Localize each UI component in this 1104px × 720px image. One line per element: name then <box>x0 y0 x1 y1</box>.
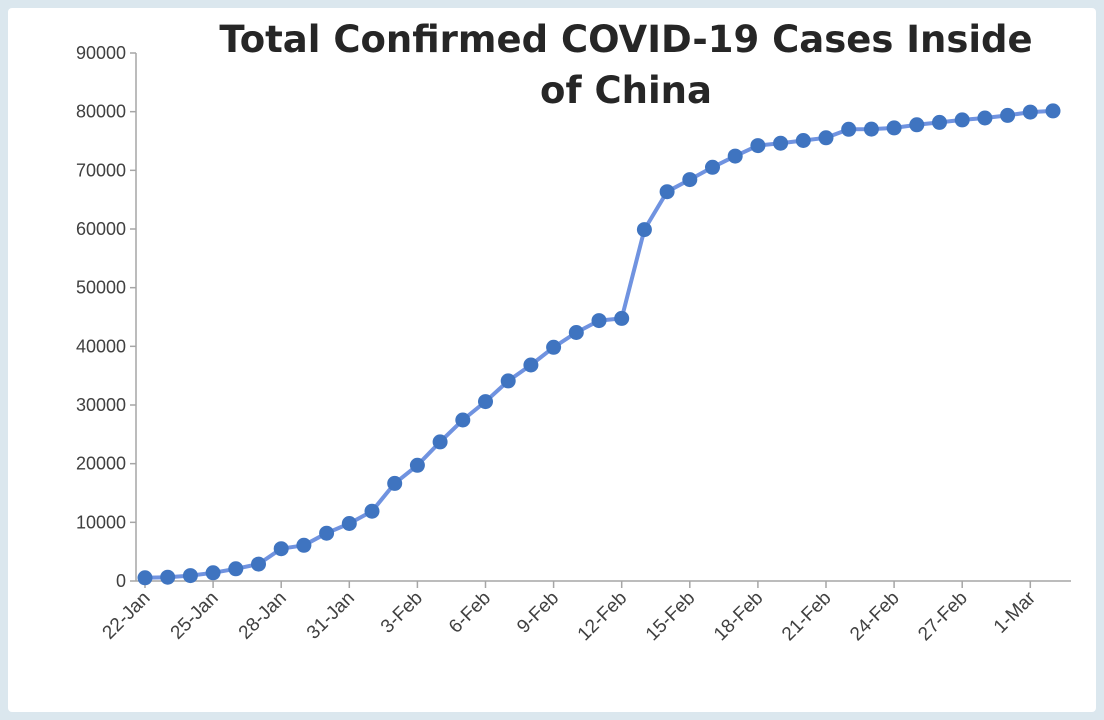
data-point <box>863 121 879 137</box>
y-tick-label: 40000 <box>76 336 126 356</box>
data-point <box>886 120 902 136</box>
y-tick-label: 20000 <box>76 454 126 474</box>
data-point <box>614 310 630 326</box>
x-axis-ticks: 22-Jan 25-Jan 28-Jan 31-Jan 3-Feb 6-Feb 9-Feb 1… <box>99 581 1040 645</box>
data-point <box>387 475 403 491</box>
data-point <box>705 159 720 175</box>
data-point <box>932 114 947 130</box>
y-tick-label: 30000 <box>76 395 126 415</box>
line-chart: Total Confirmed COVID-19 Cases Inside of… <box>76 18 1071 645</box>
data-point <box>364 503 380 519</box>
axes <box>135 53 1071 582</box>
data-point <box>137 570 153 586</box>
data-point <box>160 569 176 585</box>
x-tick-label: 28-Jan <box>235 588 291 644</box>
data-point <box>455 412 471 428</box>
series-line <box>143 108 1055 580</box>
x-tick-label: 9-Feb <box>513 588 563 638</box>
x-tick-label: 25-Jan <box>167 588 223 644</box>
data-point <box>1045 103 1061 119</box>
x-tick-label: 31-Jan <box>303 588 359 644</box>
x-tick-label: 1-Mar <box>990 587 1040 637</box>
x-tick-label: 3-Feb <box>377 588 427 638</box>
y-tick-label: 80000 <box>76 102 126 122</box>
data-point <box>319 525 335 541</box>
data-point <box>659 184 675 200</box>
y-tick-label: 90000 <box>76 43 126 63</box>
data-point <box>523 357 539 373</box>
data-point <box>182 568 198 584</box>
chart-title-line-1: Total Confirmed COVID-19 Cases Inside <box>219 18 1032 61</box>
data-point <box>727 148 743 164</box>
y-tick-label: 0 <box>116 571 126 591</box>
y-tick-label: 10000 <box>76 512 126 532</box>
data-point <box>750 138 766 154</box>
data-point <box>977 110 993 126</box>
data-point <box>795 133 811 148</box>
data-point <box>251 556 266 572</box>
data-point <box>682 172 698 188</box>
data-point <box>296 537 312 553</box>
data-point <box>1000 107 1016 123</box>
y-axis-ticks: 0 10000 20000 30000 40000 50000 60000 70000 8000… <box>76 43 136 591</box>
data-point <box>841 121 857 137</box>
y-tick-label: 60000 <box>76 219 126 239</box>
data-point <box>205 565 221 581</box>
data-point <box>773 135 789 151</box>
y-tick-label: 50000 <box>76 278 126 298</box>
data-point <box>1022 104 1038 120</box>
x-tick-label: 27-Feb <box>914 588 971 645</box>
data-point <box>546 339 562 355</box>
data-point <box>591 313 607 329</box>
y-tick-label: 70000 <box>76 160 126 180</box>
x-tick-label: 21-Feb <box>778 588 835 645</box>
data-point <box>500 373 516 389</box>
x-tick-label: 6-Feb <box>445 588 495 638</box>
data-point <box>273 541 289 557</box>
data-point <box>568 325 584 340</box>
data-point <box>478 394 493 410</box>
data-point <box>818 130 834 146</box>
data-point <box>636 222 652 238</box>
data-point <box>341 516 357 531</box>
x-tick-label: 22-Jan <box>99 588 155 644</box>
series-markers <box>137 103 1061 586</box>
data-point <box>954 112 970 128</box>
data-point <box>409 457 425 473</box>
x-tick-label: 18-Feb <box>710 588 767 645</box>
x-tick-label: 24-Feb <box>846 588 903 645</box>
data-point <box>432 434 448 450</box>
data-point <box>228 561 244 577</box>
chart-title-line-2: of China <box>540 69 712 112</box>
x-tick-label: 15-Feb <box>642 588 699 645</box>
data-point <box>909 117 925 133</box>
chart-card: Total Confirmed COVID-19 Cases Inside of… <box>8 8 1096 712</box>
x-tick-label: 12-Feb <box>574 588 631 645</box>
